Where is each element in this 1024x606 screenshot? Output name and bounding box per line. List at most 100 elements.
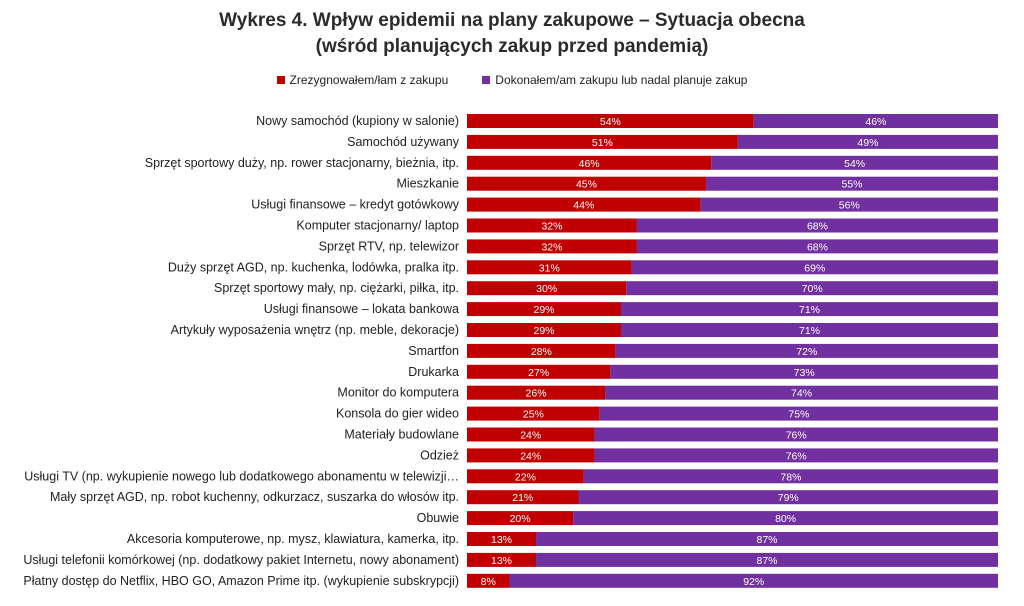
bar-resigned: [467, 218, 637, 233]
value-label-purchased: 87%: [757, 555, 778, 567]
category-label: Płatny dostęp do Netflix, HBO GO, Amazon…: [23, 574, 459, 588]
bar-purchased: [573, 511, 998, 526]
value-label-purchased: 79%: [778, 492, 799, 504]
bar-resigned: [467, 511, 574, 526]
category-label: Materiały budowlane: [344, 428, 459, 442]
bar-purchased: [711, 155, 998, 170]
value-label-purchased: 49%: [857, 137, 878, 149]
category-label: Sprzęt RTV, np. telewizor: [319, 239, 459, 253]
value-label-resigned: 29%: [533, 325, 554, 337]
value-label-resigned: 51%: [592, 137, 613, 149]
category-label: Usługi telefonii komórkowej (np. dodatko…: [23, 553, 459, 567]
category-label: Konsola do gier wideo: [336, 407, 459, 421]
bar-purchased: [594, 427, 998, 442]
value-label-resigned: 32%: [541, 221, 562, 233]
bar-purchased: [636, 239, 998, 254]
bar-purchased: [536, 552, 998, 567]
legend-swatch-resigned: [276, 76, 285, 84]
value-label-resigned: 20%: [510, 513, 531, 525]
value-label-resigned: 30%: [536, 283, 557, 295]
legend-label-resigned: Zrezygnowałem/łam z zakupu: [289, 73, 449, 87]
value-label-resigned: 22%: [515, 471, 536, 483]
bar-resigned: [467, 239, 637, 254]
value-label-purchased: 75%: [788, 409, 809, 421]
value-label-purchased: 68%: [807, 221, 828, 233]
value-label-purchased: 76%: [786, 430, 807, 442]
bar-resigned: [467, 302, 621, 317]
bar-purchased: [620, 323, 998, 337]
bar-purchased: [599, 406, 998, 421]
value-label-resigned: 24%: [520, 450, 541, 462]
bar-purchased: [705, 176, 998, 191]
bar-purchased: [636, 218, 998, 233]
category-label: Nowy samochód (kupiony w salonie): [256, 114, 459, 128]
value-label-resigned: 13%: [491, 534, 512, 546]
category-label: Akcesoria komputerowe, np. mysz, klawiat…: [127, 532, 459, 546]
bar-resigned: [467, 155, 712, 170]
value-label-resigned: 54%: [600, 116, 621, 128]
category-label: Sprzęt sportowy mały, np. ciężarki, piłk…: [214, 281, 459, 295]
bar-resigned: [467, 323, 621, 337]
category-label: Usługi finansowe – lokata bankowa: [264, 302, 459, 316]
value-label-purchased: 78%: [780, 471, 801, 483]
category-label: Drukarka: [408, 365, 459, 379]
category-label: Odzież: [420, 448, 459, 462]
bar-resigned: [467, 281, 627, 296]
value-label-resigned: 26%: [526, 388, 547, 400]
category-label: Duży sprzęt AGD, np. kuchenka, lodówka, …: [168, 260, 459, 274]
bar-purchased: [700, 197, 998, 212]
bar-purchased: [583, 469, 998, 484]
category-label: Komputer stacjonarny/ laptop: [296, 219, 459, 233]
bar-purchased: [578, 490, 998, 505]
value-label-resigned: 29%: [533, 304, 554, 316]
value-label-purchased: 70%: [802, 283, 823, 295]
bar-resigned: [467, 406, 600, 421]
value-label-resigned: 31%: [539, 262, 560, 274]
category-label: Usługi finansowe – kredyt gotówkowy: [251, 198, 459, 212]
category-label: Sprzęt sportowy duży, np. rower stacjona…: [145, 156, 459, 170]
value-label-purchased: 55%: [841, 179, 862, 191]
chart-legend: Zrezygnowałem/łam z zakupu Dokonałem/am …: [0, 73, 1024, 87]
bar-purchased: [737, 134, 998, 149]
value-label-purchased: 72%: [796, 346, 817, 358]
bar-resigned: [467, 364, 611, 379]
chart-title-line1: Wykres 4. Wpływ epidemii na plany zakupo…: [219, 10, 805, 31]
value-label-purchased: 80%: [775, 513, 796, 525]
bar-purchased: [536, 532, 998, 546]
value-label-purchased: 71%: [799, 325, 820, 337]
value-label-purchased: 54%: [844, 158, 865, 170]
chart-title-line2: (wśród planujących zakup przed pandemią): [315, 36, 709, 57]
bar-purchased: [594, 448, 998, 463]
bar-resigned: [467, 490, 579, 505]
bar-resigned: [467, 385, 606, 400]
category-label: Smartfon: [408, 344, 459, 358]
bar-purchased: [615, 343, 998, 358]
bar-resigned: [467, 448, 595, 463]
legend-item-purchased: Dokonałem/am zakupu lub nadal planuje za…: [482, 73, 747, 87]
value-label-resigned: 32%: [541, 241, 562, 253]
bar-resigned: [467, 197, 701, 212]
bar-resigned: [467, 114, 754, 128]
bar-resigned: [467, 469, 584, 484]
value-label-purchased: 46%: [865, 116, 886, 128]
bar-resigned: [467, 134, 738, 149]
value-label-purchased: 56%: [839, 200, 860, 212]
value-label-purchased: 92%: [743, 576, 764, 588]
value-label-resigned: 27%: [528, 367, 549, 379]
bar-resigned: [467, 427, 595, 442]
category-label: Obuwie: [417, 511, 459, 525]
value-label-resigned: 28%: [531, 346, 552, 358]
bar-purchased: [631, 260, 998, 275]
value-label-purchased: 87%: [757, 534, 778, 546]
bar-purchased: [509, 573, 998, 588]
category-label: Usługi TV (np. wykupienie nowego lub dod…: [24, 469, 459, 483]
bar-resigned: [467, 532, 537, 546]
bar-purchased: [753, 114, 998, 128]
category-label: Mały sprzęt AGD, np. robot kuchenny, odk…: [50, 490, 459, 504]
value-label-resigned: 13%: [491, 555, 512, 567]
value-label-purchased: 68%: [807, 241, 828, 253]
value-label-resigned: 45%: [576, 179, 597, 191]
bar-resigned: [467, 343, 616, 358]
bar-resigned: [467, 260, 632, 275]
value-label-resigned: 25%: [523, 409, 544, 421]
